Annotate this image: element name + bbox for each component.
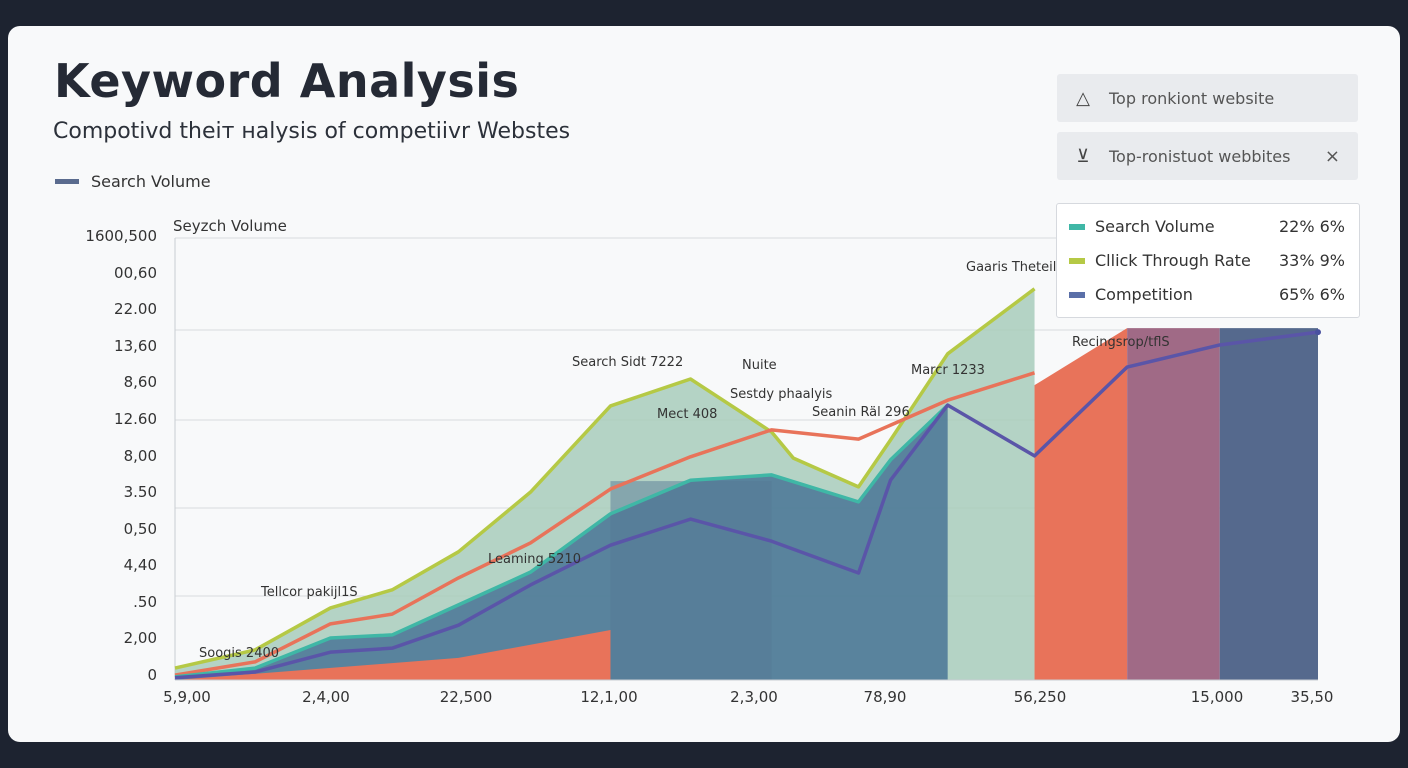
button-label: Top ronkiont website (1109, 88, 1275, 108)
legend-label: Cllick Through Rate (1095, 251, 1251, 270)
x-tick-label: 5,9,00 (163, 688, 211, 706)
button-label: Top-ronistuot webbites (1109, 146, 1291, 166)
column-band (610, 481, 772, 680)
top-competitor-websites-button[interactable]: ⊻ Top-ronistuot webbites × (1057, 132, 1358, 180)
y-axis-label: Seyzch Volume (173, 217, 287, 235)
chart-annotation: Tellcor pakijl1S (261, 585, 358, 600)
legend-item-competition[interactable]: Competition 65% 6% (1069, 285, 1345, 304)
y-tick-label: 00,60 (114, 263, 157, 282)
x-tick-label: 78,90 (863, 688, 907, 706)
y-tick-label: 0 (147, 666, 157, 684)
legend-value: 22% 6% (1278, 217, 1345, 236)
legend-swatch (1069, 291, 1085, 298)
top-ranking-website-button[interactable]: △ Top ronkiont website (1057, 74, 1358, 122)
chart-annotation: Mect 408 (657, 407, 718, 422)
y-tick-label: 0,50 (123, 519, 157, 538)
y-tick-label: .50 (133, 592, 157, 611)
chart-annotation: Sestdy phaalyis (730, 387, 833, 402)
legend-value: 65% 6% (1278, 285, 1345, 304)
chart-annotation: Seanin Räl 296 (812, 405, 910, 420)
end-point (1315, 329, 1321, 336)
y-tick-label: 13,60 (114, 336, 157, 355)
close-icon[interactable]: × (1324, 145, 1340, 167)
x-tick-label: 15,000 (1190, 688, 1244, 706)
x-tick-label: 22,500 (439, 688, 493, 706)
legend-label: Search Volume (1095, 217, 1215, 236)
legend-item-ctr[interactable]: Cllick Through Rate 33% 9% (1069, 251, 1345, 270)
y-tick-label: 12.60 (114, 409, 157, 428)
x-tick-label: 2,3,00 (730, 688, 778, 706)
bell-icon: △ (1076, 87, 1090, 109)
y-tick-label: 1600,500 (85, 227, 157, 245)
block-2 (1219, 328, 1318, 680)
competition-line (174, 330, 1319, 680)
base-area (175, 630, 611, 680)
y-tick-label: 3.50 (123, 483, 157, 502)
chart-legend: Search Volume 22% 6% Cllick Through Rate… (1056, 203, 1360, 318)
top-legend: Search Volume (55, 172, 211, 191)
page-subtitle: Compotivd theiт нalysis of competiivr We… (53, 119, 571, 144)
legend-item-search-volume[interactable]: Search Volume 22% 6% (1069, 217, 1345, 236)
chart-annotation: Soogis 2400 (199, 646, 280, 661)
filter-icon: ⊻ (1076, 145, 1090, 167)
block-1 (1127, 328, 1220, 680)
chart-annotation: Marcr 1233 (911, 363, 985, 378)
x-tick-label: 56,250 (1013, 688, 1067, 706)
x-tick-label: 2,4,00 (302, 688, 350, 706)
legend-value: 33% 9% (1278, 251, 1345, 270)
y-tick-label: 22.00 (114, 300, 157, 319)
block-0 (1034, 328, 1128, 680)
y-tick-label: 4,40 (123, 556, 157, 575)
chart-annotation: Gaaris Theteils (966, 260, 1064, 275)
y-tick-label: 8,60 (123, 373, 157, 392)
chart-annotation: Leaming 5210 (488, 552, 581, 567)
y-tick-label: 2,00 (123, 629, 157, 648)
legend-swatch (1069, 223, 1085, 230)
ctr-line (174, 287, 1036, 670)
search-volume-line (174, 403, 949, 679)
x-tick-label: 35,50 (1290, 688, 1334, 706)
legend-swatch (55, 179, 79, 184)
chart-annotation: Recingsrop/tflS (1072, 335, 1170, 350)
x-tick-label: 12,1,00 (580, 688, 638, 706)
page-title: Keyword Analysis (54, 54, 520, 108)
chart-annotation: Search Sidt 7222 (572, 355, 684, 370)
legend-label: Competition (1095, 285, 1193, 304)
chart-annotation: Nuite (742, 358, 777, 373)
legend-swatch (1069, 257, 1085, 264)
legend-label: Search Volume (91, 172, 211, 191)
red-line (174, 371, 1036, 677)
y-tick-label: 8,00 (123, 446, 157, 465)
